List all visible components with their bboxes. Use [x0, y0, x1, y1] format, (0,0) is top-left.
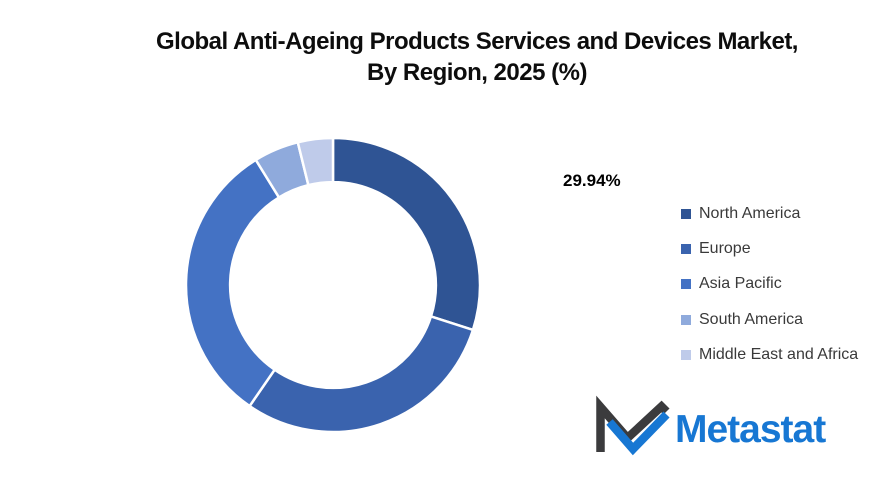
legend-item-label: South America [699, 310, 804, 328]
donut-slice-asia-pacific [184, 158, 281, 408]
chart-title-line1: Global Anti-Ageing Products Services and… [156, 28, 798, 55]
metastat-logo: Metastat [596, 395, 826, 456]
legend-item-south-america: South America [681, 302, 858, 337]
legend-marker-icon [681, 208, 691, 219]
legend-marker-icon [681, 279, 691, 290]
legend-item-label: Asia Pacific [699, 275, 782, 293]
legend-item-label: North America [699, 204, 801, 222]
metastat-logo-text: Metastat [675, 407, 826, 451]
legend-item-north-america: North America [681, 196, 858, 231]
legend-item-label: Europe [699, 240, 751, 258]
legend-marker-icon [681, 350, 691, 361]
chart-title-line2: By Region, 2025 (%) [367, 59, 587, 86]
legend-item-europe: Europe [681, 231, 858, 266]
metastat-logo-mark-icon [596, 395, 670, 456]
legend-item-label: Middle East and Africa [699, 346, 859, 364]
donut-slice-europe [247, 314, 475, 434]
data-label-north-america: 29.94% [563, 171, 621, 190]
legend-item-middle-east-and-africa: Middle East and Africa [681, 338, 858, 373]
chart-title: Global Anti-Ageing Products Services and… [72, 26, 882, 88]
donut-chart [184, 136, 482, 434]
legend-marker-icon [681, 314, 691, 325]
legend: North America Europe Asia Pacific South Ame… [681, 196, 858, 373]
donut-slice-middle-east-and-africa [296, 136, 335, 187]
donut-slice-north-america [331, 136, 482, 332]
legend-item-asia-pacific: Asia Pacific [681, 267, 858, 302]
legend-marker-icon [681, 244, 691, 255]
